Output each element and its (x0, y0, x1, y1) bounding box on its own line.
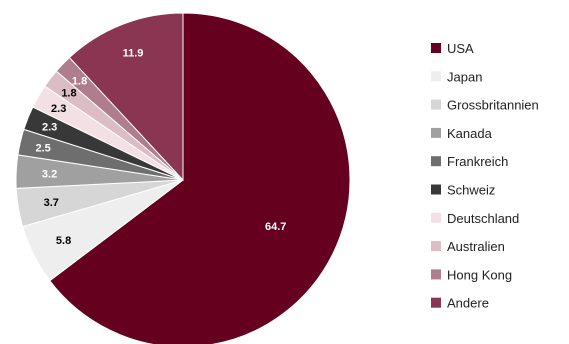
legend-label-usa: USA (447, 41, 474, 56)
legend-swatch-andere (431, 297, 441, 308)
data-label-kanada: 3.2 (42, 168, 57, 180)
legend-swatch-australien (431, 241, 441, 252)
legend-label-hong-kong: Hong Kong (447, 267, 512, 282)
legend-label-andere: Andere (447, 296, 489, 311)
legend-label-japan: Japan (447, 69, 482, 84)
legend-swatch-kanada (431, 127, 441, 138)
legend-label-deutschland: Deutschland (447, 211, 519, 226)
pie-slice-usa (49, 12, 351, 344)
legend-swatch-frankreich (431, 156, 441, 167)
legend-swatch-japan (431, 71, 441, 82)
legend: USA Japan Grossbritannien Kanada Frankreich S… (431, 41, 539, 311)
pie-slice-andere (68, 12, 184, 182)
data-label-grossbritannien: 3.7 (44, 197, 59, 209)
data-label-hong-kong: 1.8 (72, 75, 87, 87)
data-label-australien: 1.8 (61, 88, 76, 100)
legend-swatch-deutschland (431, 212, 441, 223)
legend-swatch-grossbritannien (431, 99, 441, 110)
legend-swatch-usa (431, 43, 441, 53)
data-label-schweiz: 2.3 (42, 122, 57, 134)
legend-label-schweiz: Schweiz (447, 183, 495, 198)
data-label-deutschland: 2.3 (51, 103, 66, 115)
legend-swatch-hong-kong (431, 269, 441, 280)
legend-swatch-schweiz (431, 184, 441, 195)
data-label-japan: 5.8 (56, 235, 71, 247)
data-label-andere: 11.9 (123, 48, 144, 60)
legend-label-frankreich: Frankreich (447, 154, 508, 169)
data-label-usa: 64.7 (265, 221, 286, 233)
legend-label-australien: Australien (447, 239, 505, 254)
pie-data-labels: 64.7 5.8 3.7 3.2 2.5 2.3 2.3 1.81.8 11.9 (35, 48, 286, 247)
data-label-frankreich: 2.5 (35, 142, 50, 154)
legend-label-grossbritannien: Grossbritannien (447, 98, 539, 113)
legend-label-kanada: Kanada (447, 126, 493, 141)
pie-slices (15, 12, 351, 344)
